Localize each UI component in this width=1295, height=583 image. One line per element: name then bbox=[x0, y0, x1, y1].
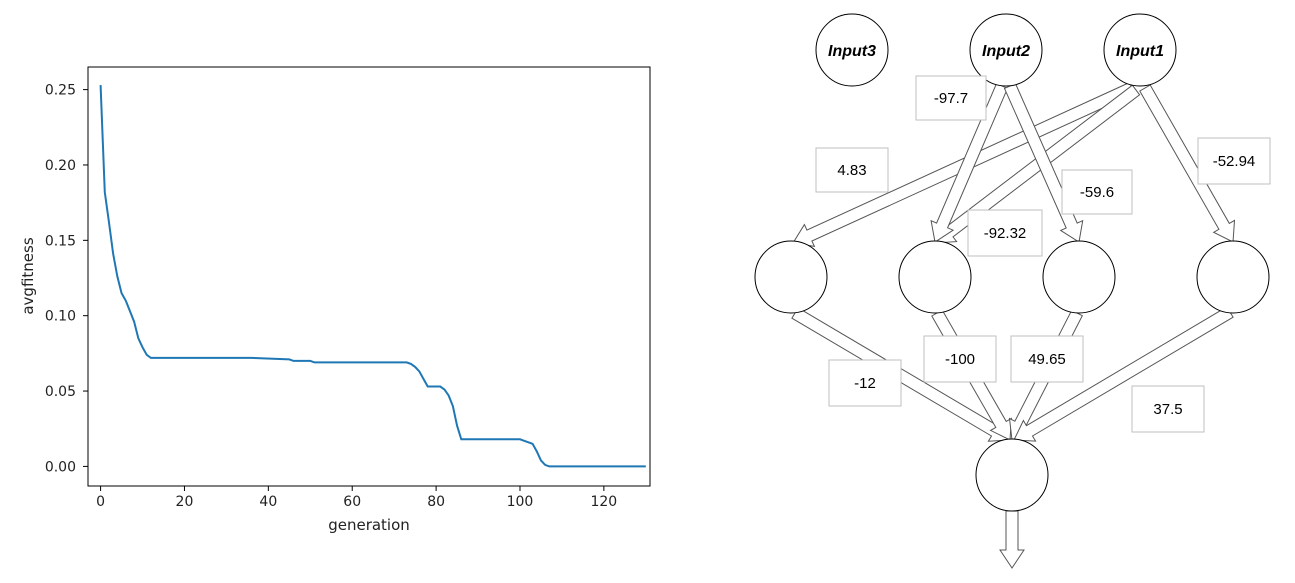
connection-arrow bbox=[930, 82, 1009, 243]
y-tick-label: 0.25 bbox=[45, 83, 76, 99]
x-tick-label: 60 bbox=[343, 494, 361, 510]
x-axis-label: generation bbox=[328, 516, 410, 534]
weight-box: -97.7 bbox=[915, 75, 987, 121]
input-node-input1: Input1 bbox=[1103, 13, 1177, 87]
hidden-node-2 bbox=[898, 240, 972, 314]
plot-frame bbox=[87, 66, 651, 487]
weight-label: 4.83 bbox=[837, 162, 866, 179]
fitness-line-chart: 0 20 40 60 80 100 120 0.00 0.05 0.10 0.15 0.20 0.25… bbox=[19, 66, 651, 534]
y-tick-label: 0.00 bbox=[45, 459, 76, 475]
x-tick-label: 100 bbox=[507, 494, 534, 510]
series-line-avgfitness bbox=[99, 85, 646, 468]
connection-arrow bbox=[1013, 306, 1234, 442]
x-tick-label: 120 bbox=[590, 494, 617, 510]
weight-label: -97.7 bbox=[934, 90, 968, 107]
weight-label: -52.94 bbox=[1213, 153, 1256, 170]
input-node-label: Input3 bbox=[828, 43, 876, 60]
connection-arrow bbox=[1139, 84, 1236, 243]
plot-area: 0 20 40 60 80 100 120 0.00 0.05 0.10 0.15 0.20 0.25 bbox=[45, 66, 651, 510]
input-node-label: Input2 bbox=[982, 43, 1030, 60]
weight-label: -100 bbox=[945, 351, 975, 368]
x-tick-label: 40 bbox=[259, 494, 277, 510]
hidden-node-3 bbox=[1042, 240, 1116, 314]
input-node-input3: Input3 bbox=[815, 13, 889, 87]
weight-box: 37.5 bbox=[1131, 385, 1205, 433]
y-tick-label: 0.05 bbox=[45, 384, 76, 400]
weight-box: -92.32 bbox=[967, 209, 1043, 257]
x-tick-label: 80 bbox=[427, 494, 445, 510]
x-tick-label: 0 bbox=[96, 494, 105, 510]
weight-box: -59.6 bbox=[1061, 169, 1133, 215]
y-tick-label: 0.15 bbox=[45, 233, 76, 249]
hidden-node-4 bbox=[1196, 240, 1270, 314]
input-node-input2: Input2 bbox=[969, 13, 1043, 87]
y-tick-label: 0.10 bbox=[45, 309, 76, 325]
x-tick-label: 20 bbox=[176, 494, 194, 510]
weight-label: -12 bbox=[854, 375, 876, 392]
hidden-node-1 bbox=[754, 240, 828, 314]
weight-label: -92.32 bbox=[984, 225, 1027, 242]
weight-box: -52.94 bbox=[1197, 137, 1271, 185]
weight-label: 37.5 bbox=[1153, 401, 1182, 418]
y-axis-label: avgfitness bbox=[19, 237, 37, 314]
weight-label: 49.65 bbox=[1028, 351, 1066, 368]
output-arrow bbox=[999, 510, 1025, 569]
y-axis-ticks: 0.00 0.05 0.10 0.15 0.20 0.25 bbox=[45, 83, 88, 475]
x-axis-ticks: 0 20 40 60 80 100 120 bbox=[96, 486, 617, 510]
weight-label: -59.6 bbox=[1080, 184, 1114, 201]
weight-box: -100 bbox=[923, 335, 997, 383]
weight-box: 4.83 bbox=[815, 147, 889, 193]
weight-box: 49.65 bbox=[1010, 335, 1084, 383]
input-node-label: Input1 bbox=[1116, 43, 1164, 60]
y-tick-label: 0.20 bbox=[45, 158, 76, 174]
weight-box: -12 bbox=[828, 359, 902, 407]
output-node bbox=[975, 438, 1049, 512]
